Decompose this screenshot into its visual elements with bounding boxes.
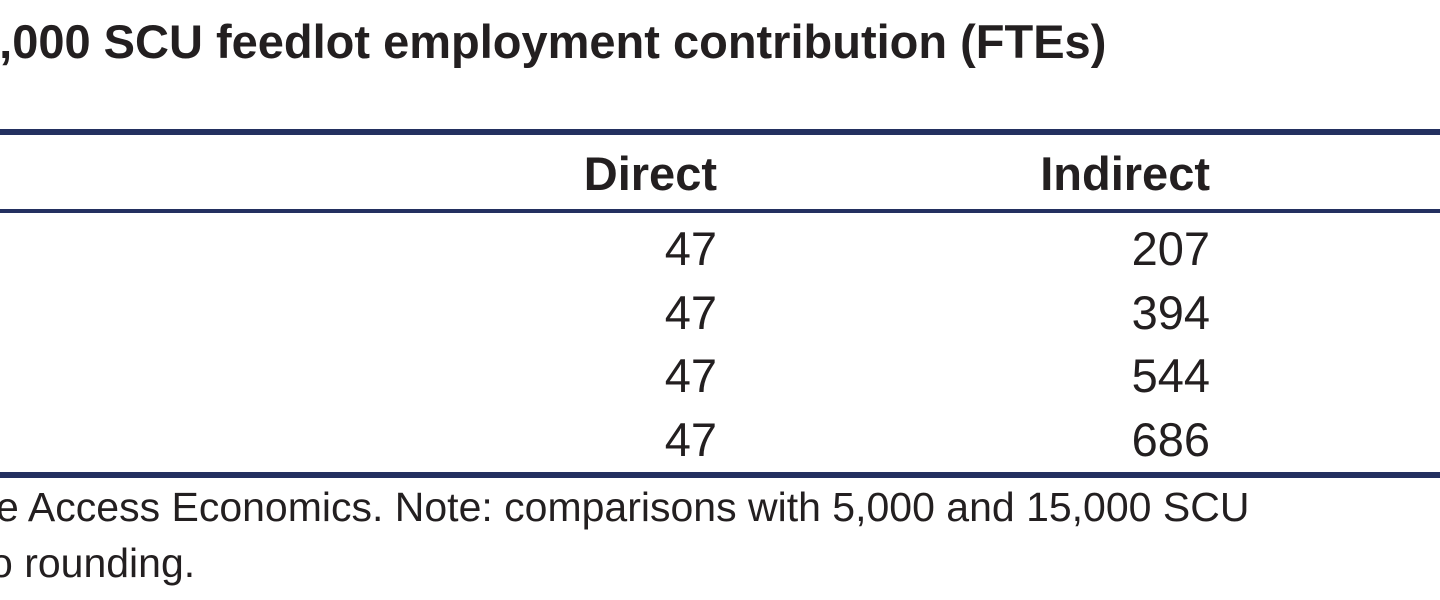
header-rule <box>0 209 1440 213</box>
column-header: Indirect <box>1040 147 1210 200</box>
table-title: 0,000 SCU feedlot employment contributio… <box>0 15 1107 68</box>
table-cell: 207 <box>1131 222 1210 275</box>
footnote: o rounding. <box>0 540 196 586</box>
table-cell: 394 <box>1131 285 1210 339</box>
table-cell: 47 <box>664 349 717 402</box>
table-cell: 47 <box>664 222 717 275</box>
table-cell: 544 <box>1131 349 1210 402</box>
bottom-rule <box>0 472 1440 478</box>
footnote: e Access Economics. Note: comparisons wi… <box>0 484 1250 530</box>
table-cell: 686 <box>1131 412 1210 466</box>
top-rule <box>0 129 1440 135</box>
table-cell: 47 <box>664 412 717 466</box>
table-cell: 47 <box>664 285 717 339</box>
column-header: Direct <box>583 147 717 200</box>
